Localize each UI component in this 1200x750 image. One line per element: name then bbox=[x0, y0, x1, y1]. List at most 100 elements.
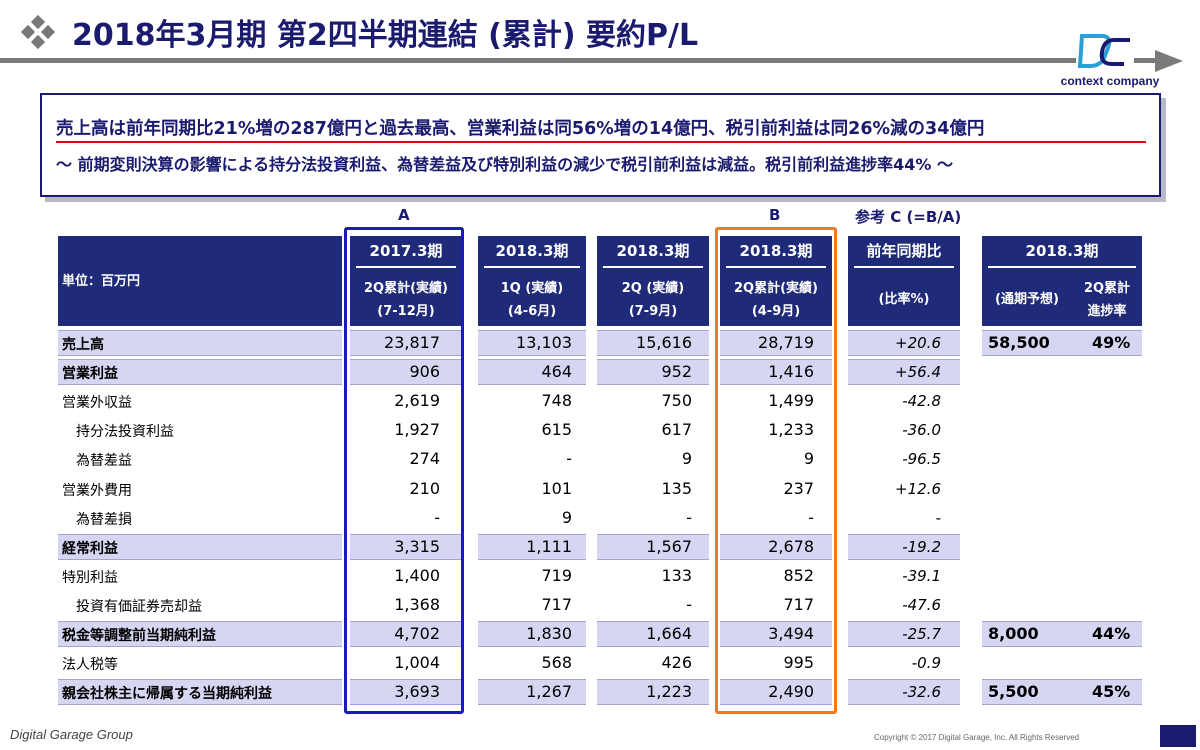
value-cell: 3,315 bbox=[394, 536, 440, 556]
row-shading bbox=[58, 533, 342, 560]
table-row: 営業外収益 2,619 748 750 1,499 -42.8 bbox=[58, 388, 1142, 414]
table-header-col-b bbox=[720, 236, 832, 326]
copyright: Copyright © 2017 Digital Garage, Inc. Al… bbox=[874, 733, 1080, 742]
summary-box: 売上高は前年同期比21%増の287億円と過去最高、営業利益は同56%増の14億円… bbox=[40, 93, 1161, 197]
value-cell: 1,233 bbox=[768, 420, 814, 440]
progress-cell: 44% bbox=[1092, 624, 1131, 643]
col-2q-type: 2Q (実績) bbox=[621, 281, 685, 296]
column-letter-b: B bbox=[769, 206, 781, 224]
row-label: 持分法投資利益 bbox=[76, 424, 174, 441]
value-cell: 9 bbox=[681, 449, 692, 469]
row-label: 営業外収益 bbox=[62, 395, 132, 412]
table-header-col-1q bbox=[478, 236, 586, 326]
value-cell: 2,490 bbox=[768, 682, 814, 702]
row-label: 為替差益 bbox=[76, 453, 132, 470]
value-cell: 13,103 bbox=[516, 333, 572, 352]
progress-cell: 45% bbox=[1092, 682, 1131, 702]
row-shading bbox=[720, 330, 832, 356]
unit-label: 単位：百万円 bbox=[62, 274, 141, 289]
row-shading bbox=[58, 359, 342, 386]
row-shading bbox=[720, 679, 832, 706]
table-header-col-2q bbox=[597, 236, 709, 326]
table-header-forecast bbox=[982, 236, 1142, 326]
row-shading bbox=[597, 330, 709, 356]
header-arrow-icon bbox=[1155, 50, 1183, 72]
value-cell: 1,416 bbox=[768, 362, 814, 382]
yoy-cell: -42.8 bbox=[902, 392, 941, 411]
forecast-progress-label-2: 進捗率 bbox=[1087, 304, 1127, 319]
diamond-bullet-icon bbox=[20, 14, 56, 50]
table-row: 為替差益 274 - 9 9 -96.5 bbox=[58, 446, 1142, 472]
row-label: 特別利益 bbox=[62, 569, 118, 586]
row-shading bbox=[350, 679, 462, 706]
value-cell: 952 bbox=[661, 362, 692, 382]
yoy-cell: +20.6 bbox=[895, 334, 941, 352]
dg-logo-icon bbox=[1076, 28, 1134, 74]
yoy-cell: +56.4 bbox=[895, 363, 941, 382]
value-cell: 3,494 bbox=[768, 624, 814, 643]
col-2q-period: 2018.3期 bbox=[616, 242, 690, 260]
forecast-cell: 8,000 bbox=[988, 624, 1039, 643]
col-2q-rule bbox=[603, 266, 703, 268]
col-b-type: 2Q累計(実績) bbox=[734, 281, 818, 296]
col-1q-range: (4-6月) bbox=[507, 304, 557, 319]
value-cell: 464 bbox=[541, 362, 572, 382]
table-row: 税金等調整前当期純利益 4,702 1,830 1,664 3,494 -25.7 8,00… bbox=[58, 621, 1142, 647]
value-cell: 719 bbox=[541, 565, 572, 585]
row-shading bbox=[597, 359, 709, 386]
row-shading bbox=[982, 621, 1142, 647]
row-shading bbox=[58, 330, 342, 356]
row-shading bbox=[720, 533, 832, 560]
page-title: 2018年3月期 第2四半期連結 (累計) 要約P/L bbox=[72, 18, 699, 53]
value-cell: 1,223 bbox=[646, 682, 692, 702]
table-row: 営業外費用 210 101 135 237 +12.6 bbox=[58, 476, 1142, 502]
value-cell: 717 bbox=[783, 594, 814, 614]
row-shading bbox=[597, 621, 709, 647]
yoy-cell: +12.6 bbox=[895, 479, 941, 498]
value-cell: - bbox=[686, 507, 692, 527]
row-shading bbox=[720, 621, 832, 647]
value-cell: 237 bbox=[783, 478, 814, 498]
forecast-cell: 5,500 bbox=[988, 682, 1039, 702]
col-a-rule bbox=[356, 266, 456, 268]
row-label: 売上高 bbox=[62, 337, 104, 353]
col-a-range: (7-12月) bbox=[377, 304, 435, 319]
value-cell: 852 bbox=[783, 565, 814, 585]
col-yoy-rule bbox=[854, 266, 954, 268]
value-cell: 1,004 bbox=[394, 653, 440, 673]
table-header-col-yoy bbox=[848, 236, 960, 326]
row-shading bbox=[350, 621, 462, 647]
column-letter-c: 参考 C (=B/A) bbox=[855, 208, 962, 226]
row-label: 経常利益 bbox=[62, 540, 118, 557]
value-cell: 1,567 bbox=[646, 536, 692, 556]
col-1q-period: 2018.3期 bbox=[495, 242, 569, 260]
value-cell: 750 bbox=[661, 391, 692, 411]
value-cell: 2,619 bbox=[394, 391, 440, 411]
yoy-cell: - bbox=[935, 508, 941, 527]
row-label: 為替差損 bbox=[76, 511, 132, 528]
row-shading bbox=[597, 533, 709, 560]
col-b-rule bbox=[726, 266, 826, 268]
col-yoy-unit: (比率%) bbox=[878, 292, 930, 307]
row-shading bbox=[58, 621, 342, 647]
value-cell: 133 bbox=[661, 565, 692, 585]
row-shading bbox=[848, 359, 960, 386]
row-shading bbox=[350, 330, 462, 356]
value-cell: 1,830 bbox=[526, 624, 572, 643]
forecast-progress-label-1: 2Q累計 bbox=[1083, 281, 1131, 296]
forecast-period: 2018.3期 bbox=[1025, 242, 1099, 260]
table-row: 特別利益 1,400 719 133 852 -39.1 bbox=[58, 563, 1142, 589]
value-cell: 9 bbox=[561, 507, 572, 527]
row-shading bbox=[478, 359, 586, 386]
row-shading bbox=[478, 621, 586, 647]
value-cell: 1,111 bbox=[526, 536, 572, 556]
yoy-cell: -36.0 bbox=[902, 421, 941, 440]
value-cell: 1,400 bbox=[394, 565, 440, 585]
row-shading bbox=[982, 330, 1142, 356]
summary-headline: 売上高は前年同期比21%増の287億円と過去最高、営業利益は同56%増の14億円… bbox=[56, 119, 985, 139]
value-cell: 4,702 bbox=[394, 624, 440, 643]
column-a-highlight bbox=[344, 227, 464, 714]
table-header-col-a bbox=[350, 236, 462, 326]
yoy-cell: -25.7 bbox=[902, 625, 941, 643]
value-cell: - bbox=[566, 449, 572, 469]
